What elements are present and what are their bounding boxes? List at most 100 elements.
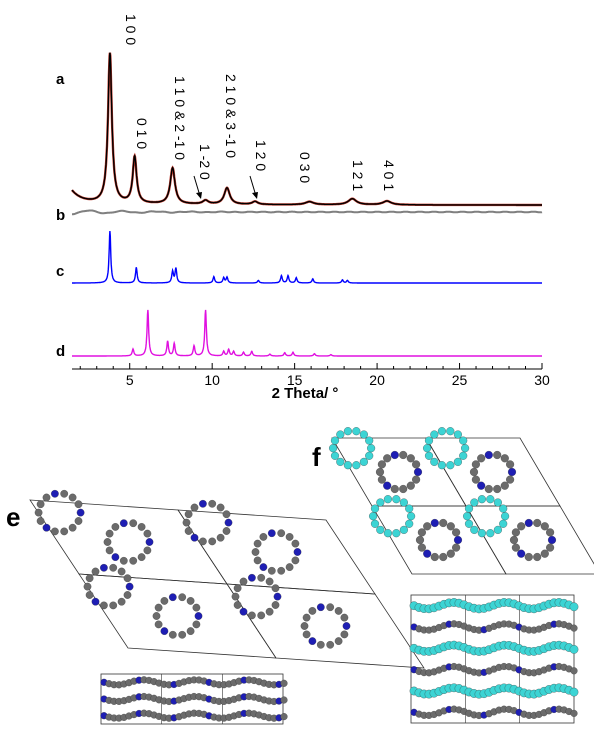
atom bbox=[330, 451, 340, 460]
atom bbox=[546, 543, 555, 552]
trace-label-d: d bbox=[56, 343, 65, 360]
atom bbox=[300, 622, 309, 630]
x-tick-label: 10 bbox=[204, 372, 220, 388]
atom bbox=[376, 525, 385, 534]
atom bbox=[547, 535, 557, 545]
atom bbox=[423, 549, 432, 558]
atom bbox=[105, 529, 114, 538]
atom bbox=[446, 427, 455, 436]
guest-framework-side-view bbox=[409, 594, 579, 724]
guest-framework-top-view bbox=[329, 427, 594, 575]
x-tick-label: 20 bbox=[369, 372, 385, 388]
atom bbox=[190, 503, 199, 512]
atom bbox=[239, 607, 248, 616]
framework-top-view bbox=[29, 489, 425, 669]
atom bbox=[470, 498, 479, 507]
atom bbox=[109, 563, 118, 572]
x-tick-label: 25 bbox=[452, 372, 468, 388]
atom bbox=[459, 451, 468, 460]
atom bbox=[424, 451, 434, 460]
atom bbox=[208, 499, 217, 508]
trace-labels: a b c d bbox=[56, 71, 65, 360]
atom bbox=[208, 537, 217, 546]
atom bbox=[302, 613, 311, 622]
peak-label: 0 3 0 bbox=[297, 152, 313, 183]
atom bbox=[486, 529, 495, 538]
trace-label-b: b bbox=[56, 207, 65, 224]
unit-cell bbox=[465, 505, 594, 575]
unit-cell bbox=[425, 437, 561, 507]
trace-label-c: c bbox=[56, 263, 64, 280]
atom bbox=[507, 467, 517, 477]
atom bbox=[154, 603, 163, 612]
atom bbox=[439, 552, 448, 562]
atom bbox=[453, 457, 462, 466]
atom bbox=[511, 528, 520, 537]
atom bbox=[186, 597, 195, 605]
atom bbox=[540, 522, 549, 531]
atom bbox=[392, 495, 401, 504]
atom bbox=[446, 522, 455, 531]
side-frame bbox=[410, 594, 575, 724]
atom bbox=[493, 525, 502, 534]
atom bbox=[524, 518, 533, 528]
atom bbox=[111, 553, 120, 561]
atom bbox=[439, 518, 448, 528]
atom bbox=[199, 537, 207, 546]
atom bbox=[160, 627, 169, 635]
atom bbox=[376, 498, 385, 507]
atom bbox=[399, 498, 408, 507]
atom bbox=[51, 489, 59, 498]
atom bbox=[109, 601, 118, 610]
atom bbox=[74, 500, 83, 509]
atom bbox=[291, 539, 300, 548]
atom bbox=[453, 430, 462, 439]
atom bbox=[533, 518, 542, 528]
atom bbox=[267, 566, 276, 575]
atom bbox=[257, 611, 266, 620]
atom bbox=[329, 444, 338, 453]
atom bbox=[493, 498, 502, 507]
atom bbox=[424, 436, 434, 445]
atom bbox=[390, 450, 399, 460]
atom bbox=[370, 504, 380, 513]
atom bbox=[336, 430, 345, 439]
atom bbox=[383, 481, 392, 490]
atom bbox=[42, 493, 51, 502]
atom bbox=[517, 522, 526, 531]
atom bbox=[452, 528, 461, 537]
atom bbox=[399, 484, 408, 494]
atom bbox=[340, 613, 349, 622]
trace-label-a: a bbox=[56, 71, 65, 88]
atom bbox=[477, 454, 486, 463]
atom bbox=[326, 640, 335, 649]
atom bbox=[308, 607, 317, 615]
atom bbox=[143, 529, 152, 538]
atom bbox=[352, 461, 361, 470]
atom bbox=[437, 461, 446, 470]
atom bbox=[352, 427, 361, 436]
atom bbox=[248, 611, 256, 620]
atom bbox=[273, 592, 282, 601]
atom bbox=[365, 436, 374, 445]
atom bbox=[316, 603, 325, 612]
atom bbox=[271, 584, 280, 593]
atom bbox=[500, 454, 509, 463]
atom bbox=[168, 630, 177, 639]
atom bbox=[91, 567, 100, 576]
atom bbox=[277, 529, 286, 538]
atom bbox=[271, 601, 280, 609]
atom bbox=[190, 533, 199, 542]
atom bbox=[461, 444, 470, 453]
atom bbox=[277, 566, 286, 575]
atom bbox=[417, 528, 426, 537]
atom bbox=[486, 495, 495, 504]
unit-cell bbox=[29, 499, 228, 585]
atom bbox=[216, 503, 225, 512]
atom bbox=[111, 523, 120, 531]
atom bbox=[477, 481, 486, 490]
atom bbox=[334, 637, 343, 645]
atom bbox=[501, 512, 510, 521]
atom bbox=[186, 627, 195, 635]
